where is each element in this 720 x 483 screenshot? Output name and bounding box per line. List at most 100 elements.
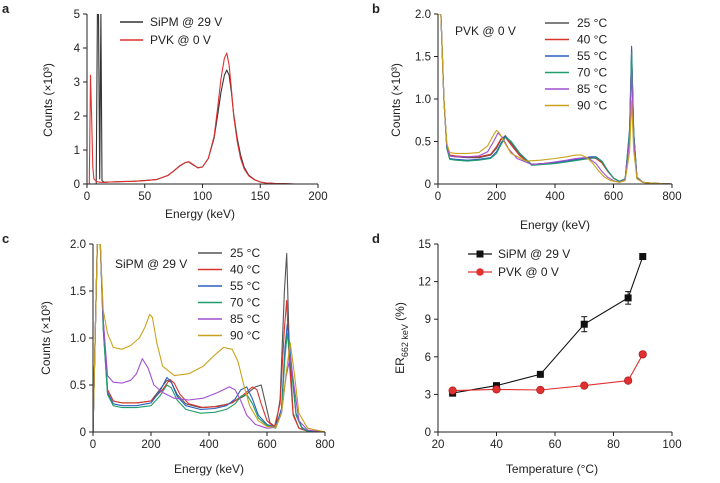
series-line-1: [93, 244, 325, 432]
series-line-2: [93, 244, 325, 432]
y-tick-label: 2: [74, 111, 80, 123]
legend-label: 55 °C: [577, 49, 607, 63]
y-tick-label: 0: [80, 427, 86, 439]
x-axis-label: Temperature (°C): [506, 462, 598, 476]
legend-label-pvk: PVK @ 0 V: [498, 265, 559, 279]
legend-marker-pvk: [476, 268, 484, 276]
x-tick-label: 800: [315, 439, 334, 451]
plot-annotation: SiPM @ 29 V: [115, 257, 187, 271]
y-tick-label: 0.5: [70, 380, 86, 392]
y-tick-label: 1.0: [70, 333, 86, 345]
data-point: [639, 253, 647, 261]
series-group: [448, 253, 647, 397]
x-axis-label: Energy (keV): [174, 462, 244, 476]
series-group: [93, 244, 325, 432]
legend-label: 40 °C: [577, 33, 607, 47]
series-line-5: [93, 244, 325, 432]
y-tick-label: 0.5: [415, 137, 431, 149]
x-tick-label: 100: [662, 439, 681, 451]
legend-label-pvk: PVK @ 0 V: [150, 33, 211, 47]
plot-d: 20 40 60 80 100 0 3 6 9 12 15: [418, 239, 681, 451]
series-line-0: [93, 244, 325, 432]
y-axis-label-subscript: 662 keV: [400, 324, 410, 357]
data-point: [536, 385, 545, 395]
x-tick-label: 100: [193, 191, 212, 203]
legend-label: 40 °C: [230, 263, 260, 277]
y-axis-label-unit: (%): [393, 302, 407, 324]
x-tick-label: 40: [490, 439, 503, 451]
x-tick-label: 200: [141, 439, 160, 451]
x-tick-label: 50: [138, 191, 151, 203]
y-axis-label: ER662 keV (%): [393, 302, 410, 374]
legend-label: 25 °C: [577, 16, 607, 30]
x-tick-label: 600: [604, 191, 623, 203]
legend-label: 70 °C: [230, 296, 260, 310]
legend: SiPM @ 29 V PVK @ 0 V: [468, 247, 570, 279]
data-point: [580, 320, 588, 328]
y-tick-label: 9: [425, 314, 431, 326]
panel-d: d 20 40 60 80 100 0 3 6 9 12 15 Temperature (°C) E…: [372, 231, 682, 476]
series-line-5: [438, 14, 672, 184]
y-tick-label: 2.0: [415, 9, 431, 21]
data-point: [624, 376, 633, 385]
y-tick-label: 6: [425, 352, 431, 364]
panel-letter-d: d: [372, 231, 380, 246]
plot-a: 0 50 100 150 200 0 1 2 3 4 5: [74, 9, 328, 203]
panel-a: a 0 50 100 150 200 0 1 2 3 4 5 Energy (keV) Counts…: [2, 1, 328, 221]
legend-label: 25 °C: [230, 246, 260, 260]
x-tick-label: 0: [84, 191, 90, 203]
legend-label: 90 °C: [230, 329, 260, 343]
plot-annotation: PVK @ 0 V: [455, 24, 516, 38]
x-tick-label: 60: [549, 439, 562, 451]
legend-label: 90 °C: [577, 99, 607, 113]
x-tick-label: 0: [90, 439, 96, 451]
series-group: [87, 14, 318, 184]
panel-letter-b: b: [372, 1, 380, 16]
data-point: [638, 350, 647, 359]
y-tick-label: 3: [425, 389, 431, 401]
x-axis-label: Energy (keV): [165, 207, 235, 221]
y-tick-label: 2.0: [70, 239, 86, 251]
x-tick-label: 800: [662, 191, 681, 203]
y-tick-label: 0: [425, 179, 431, 191]
legend-label: 85 °C: [230, 312, 260, 326]
x-axis-label: Energy (keV): [520, 218, 590, 232]
series-line-4: [438, 14, 672, 184]
x-tick-label: 200: [308, 191, 327, 203]
y-tick-label: 4: [74, 43, 81, 55]
series-line-0: [452, 256, 644, 394]
data-point: [624, 294, 632, 302]
y-axis-label: Counts (×10³): [39, 301, 53, 375]
y-tick-label: 1: [74, 145, 80, 157]
y-tick-label: 12: [418, 277, 431, 289]
panel-letter-a: a: [2, 1, 10, 16]
legend-label-sipm: SiPM @ 29 V: [150, 15, 222, 29]
legend-label: 55 °C: [230, 279, 260, 293]
y-axis-label: Counts (×10³): [41, 63, 55, 137]
series-line-1: [87, 52, 318, 184]
x-tick-label: 20: [432, 439, 445, 451]
series-line-4: [93, 244, 325, 432]
series-group: [438, 14, 672, 184]
data-point: [536, 370, 544, 378]
y-tick-label: 5: [74, 9, 80, 21]
y-tick-label: 1.0: [415, 94, 431, 106]
legend-marker-sipm: [476, 250, 484, 258]
series-line-3: [93, 244, 325, 432]
x-tick-label: 200: [487, 191, 506, 203]
legend: 25 °C 40 °C 55 °C 70 °C 85 °C 90 °C: [198, 246, 260, 343]
x-tick-label: 0: [435, 191, 441, 203]
data-point: [448, 386, 457, 395]
y-tick-label: 0: [74, 179, 80, 191]
legend-label: 85 °C: [577, 82, 607, 96]
y-axis-label: Counts (×10³): [389, 63, 403, 137]
series-line-1: [452, 354, 644, 392]
legend: SiPM @ 29 V PVK @ 0 V: [120, 15, 222, 47]
plot-c: 0 200 400 600 800 0 0.5 1.0 1.5 2.0: [70, 239, 335, 451]
data-point: [580, 381, 589, 390]
panel-c: c 0 200 400 600 800 0 0.5 1.0 1.5 2.0 Energy (keV…: [2, 231, 335, 476]
x-tick-label: 150: [251, 191, 270, 203]
legend: 25 °C 40 °C 55 °C 70 °C 85 °C 90 °C: [545, 16, 607, 113]
x-tick-label: 400: [545, 191, 564, 203]
